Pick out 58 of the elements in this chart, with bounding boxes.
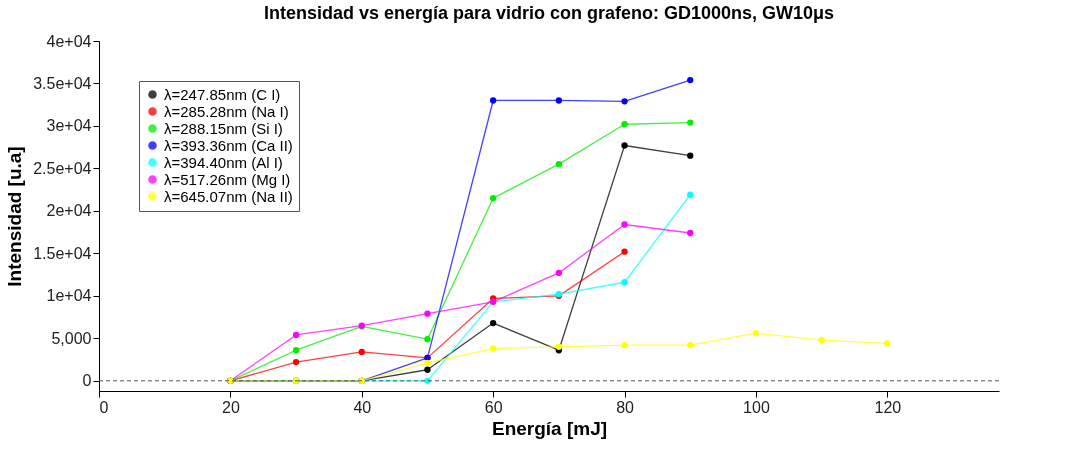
point <box>292 347 300 354</box>
point <box>687 76 694 84</box>
point <box>621 142 628 149</box>
point <box>424 310 431 317</box>
point <box>621 98 628 105</box>
x-tick-label: 60 <box>484 398 503 416</box>
point <box>292 358 300 366</box>
y-axis-title: Intensidad [u.a] <box>4 146 26 287</box>
point <box>555 269 563 277</box>
y-tick-label: 3e+04 <box>46 117 92 135</box>
legend-label: λ=645.07nm (Na II) <box>164 187 293 205</box>
y-tick-label: 1.5e+04 <box>33 244 92 262</box>
point <box>555 343 563 350</box>
point <box>621 121 628 128</box>
x-tick-label: 20 <box>221 398 240 416</box>
legend-label: λ=288.15nm (Si I) <box>164 119 283 137</box>
y-tick-label: 3.5e+04 <box>33 74 92 92</box>
point <box>687 119 694 126</box>
point <box>424 366 431 373</box>
point <box>490 195 497 202</box>
point <box>490 97 497 104</box>
point <box>555 161 563 168</box>
x-tick-label: 100 <box>743 398 770 416</box>
legend-label: λ=247.85nm (C I) <box>164 85 281 103</box>
y-tick-label: 2.5e+04 <box>33 159 92 177</box>
point <box>358 348 365 356</box>
point <box>621 279 628 286</box>
y-tick-label: 2e+04 <box>46 202 92 220</box>
point <box>490 345 497 352</box>
point <box>752 330 760 337</box>
point <box>424 336 431 343</box>
point <box>687 341 694 349</box>
point <box>818 336 825 344</box>
point <box>687 229 694 237</box>
x-tick-label: 40 <box>353 398 372 416</box>
point <box>490 319 497 327</box>
y-tick-label: 4e+04 <box>46 32 92 50</box>
y-tick-label: 0 <box>82 372 92 390</box>
point <box>292 331 300 339</box>
x-tick-label: 120 <box>874 398 902 416</box>
legend-label: λ=517.26nm (Mg I) <box>164 170 291 188</box>
point <box>687 152 694 159</box>
legend-label: λ=394.40nm (Al I) <box>164 153 283 171</box>
x-tick-label: 0 <box>99 398 109 416</box>
point <box>424 359 431 367</box>
chart-title: Intensidad vs energía para vidrio con grafeno: GD1000ns, GW10μs <box>263 3 835 23</box>
y-tick-label: 1e+04 <box>46 287 92 305</box>
x-tick-label: 80 <box>616 398 635 416</box>
point <box>621 341 628 349</box>
point <box>621 221 628 228</box>
x-axis-title: Energía [mJ] <box>491 417 608 439</box>
legend-label: λ=393.36nm (Ca II) <box>164 136 293 154</box>
point <box>687 191 694 198</box>
y-tick-label: 5,000 <box>51 329 92 347</box>
point <box>884 340 891 347</box>
point <box>555 97 563 104</box>
point <box>621 248 628 255</box>
legend-label: λ=285.28nm (Na I) <box>164 102 289 120</box>
